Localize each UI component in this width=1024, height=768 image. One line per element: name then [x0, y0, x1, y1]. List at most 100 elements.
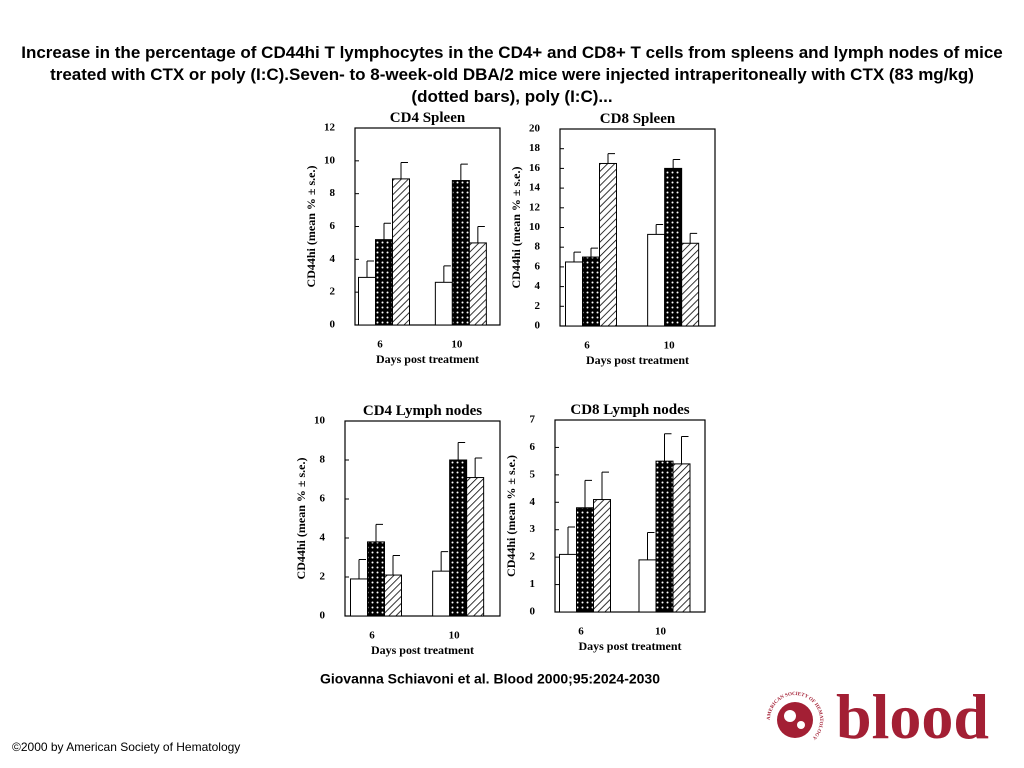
- error-bar: [573, 251, 581, 262]
- logo-mark: [777, 702, 813, 738]
- chart-title: CD4 Spleen: [390, 110, 466, 126]
- error-bar: [647, 531, 655, 560]
- logo-text: blood: [836, 681, 989, 752]
- y-tick-label: 0: [330, 319, 336, 331]
- bar: [565, 261, 583, 327]
- y-tick-label: 0: [530, 606, 536, 618]
- y-tick-label: 10: [314, 415, 326, 427]
- x-axis-label: Days post treatment: [586, 353, 689, 367]
- y-tick-label: 12: [324, 122, 336, 134]
- error-bar: [672, 159, 681, 169]
- citation: Giovanna Schiavoni et al. Blood 2000;95:…: [320, 671, 660, 687]
- chart-title: CD8 Lymph nodes: [570, 402, 689, 418]
- bar: [468, 242, 487, 326]
- error-bar: [681, 435, 689, 464]
- bar: [559, 553, 577, 613]
- logo-cell: [797, 721, 805, 729]
- bar: [681, 242, 700, 327]
- error-bar: [440, 551, 449, 572]
- error-bar: [366, 260, 374, 278]
- copyright: ©2000 by American Society of Hematology: [12, 740, 240, 754]
- bar: [647, 233, 666, 327]
- bar: [367, 541, 385, 617]
- x-axis-label: Days post treatment: [578, 639, 681, 653]
- chart-title: CD8 Spleen: [600, 111, 676, 127]
- y-tick-label: 3: [530, 523, 536, 535]
- error-bar: [460, 163, 468, 181]
- y-tick-label: 2: [530, 551, 536, 563]
- y-tick-label: 1: [530, 578, 536, 590]
- y-tick-label: 2: [535, 300, 541, 312]
- y-tick-label: 5: [530, 468, 536, 480]
- bar: [466, 477, 485, 617]
- y-tick-label: 8: [330, 187, 336, 199]
- bar: [434, 281, 453, 326]
- error-bar: [457, 441, 466, 460]
- bar: [576, 507, 594, 613]
- bar: [664, 167, 683, 327]
- error-bar: [400, 161, 408, 179]
- bar: [449, 459, 468, 617]
- bar: [375, 239, 393, 326]
- y-tick-label: 2: [330, 286, 336, 298]
- error-bar: [584, 479, 592, 508]
- bar: [350, 578, 368, 617]
- y-tick-label: 6: [320, 493, 326, 505]
- y-tick-label: 18: [529, 142, 541, 154]
- error-bar: [664, 433, 672, 462]
- y-axis-label: CD44hi (mean % ± s.e.): [304, 166, 318, 288]
- x-tick-label: 6: [584, 340, 590, 352]
- y-tick-label: 4: [535, 280, 541, 292]
- bar: [638, 559, 657, 613]
- x-axis-label: Days post treatment: [371, 643, 474, 657]
- x-tick-label: 6: [369, 630, 375, 642]
- y-tick-label: 8: [535, 241, 541, 253]
- error-bar: [375, 523, 383, 542]
- x-tick-label: 10: [655, 626, 667, 638]
- y-tick-label: 14: [529, 182, 541, 194]
- bar: [672, 463, 691, 613]
- y-tick-label: 6: [330, 220, 336, 232]
- y-tick-label: 0: [320, 610, 326, 622]
- y-tick-label: 6: [530, 441, 536, 453]
- error-bar: [655, 224, 664, 235]
- x-tick-label: 6: [377, 339, 383, 351]
- error-bar: [601, 471, 609, 500]
- logo-cell: [784, 710, 796, 722]
- error-bar: [477, 226, 485, 243]
- chart-title: CD4 Lymph nodes: [363, 403, 482, 419]
- x-axis-label: Days post treatment: [376, 352, 479, 366]
- bar: [599, 162, 617, 327]
- y-tick-label: 4: [320, 532, 326, 544]
- x-tick-label: 10: [664, 340, 676, 352]
- plot-frame: [344, 420, 501, 617]
- y-tick-label: 2: [320, 571, 326, 583]
- y-tick-label: 20: [529, 123, 541, 135]
- error-bar: [392, 555, 400, 576]
- bar: [582, 256, 600, 327]
- error-bar: [383, 222, 391, 240]
- x-tick-label: 10: [449, 630, 461, 642]
- x-tick-label: 10: [451, 339, 463, 351]
- error-bar: [689, 232, 698, 244]
- y-tick-label: 8: [320, 454, 326, 466]
- y-tick-label: 4: [330, 253, 336, 265]
- bar: [432, 570, 451, 617]
- y-axis-label: CD44hi (mean % ± s.e.): [504, 455, 518, 577]
- bar: [593, 499, 611, 613]
- error-bar: [358, 558, 366, 579]
- bar: [451, 180, 470, 326]
- y-tick-label: 12: [529, 201, 541, 213]
- logo: AMERICAN SOCIETY OF HEMATOLOGY blood: [767, 681, 989, 752]
- y-tick-label: 6: [535, 260, 541, 272]
- error-bar: [590, 247, 598, 258]
- y-tick-label: 7: [530, 414, 536, 426]
- y-axis-label: CD44hi (mean % ± s.e.): [509, 167, 523, 289]
- error-bar: [567, 526, 575, 555]
- bar: [392, 178, 410, 326]
- error-bar: [474, 457, 483, 478]
- plot-frame: [554, 419, 706, 613]
- error-bar: [443, 265, 451, 283]
